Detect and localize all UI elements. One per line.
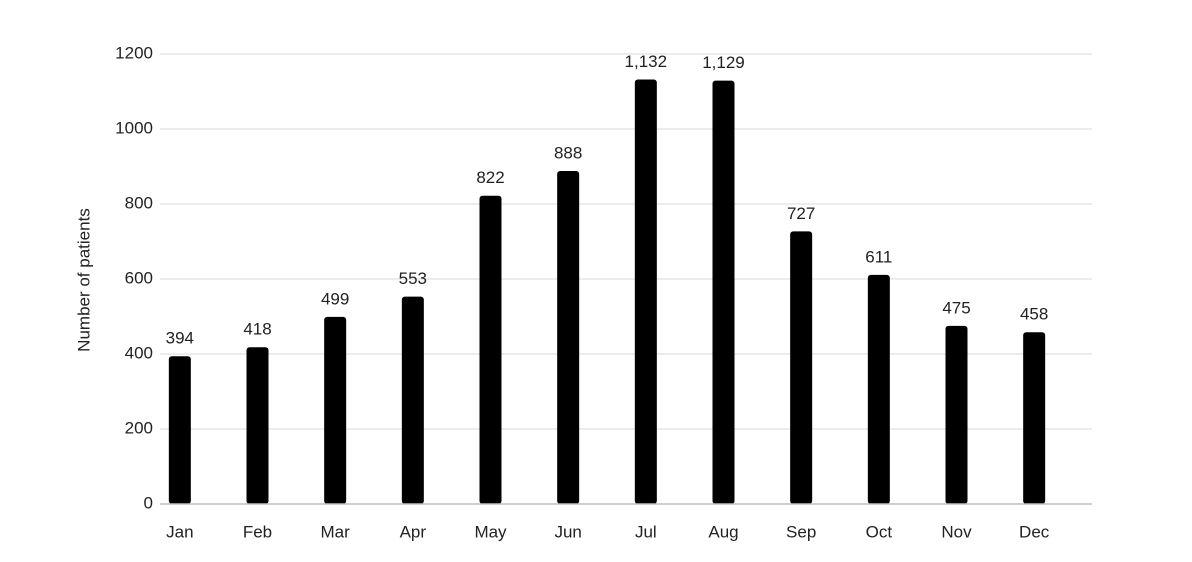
x-tick-label: Feb	[243, 522, 272, 541]
data-label: 1,132	[625, 52, 668, 71]
data-label: 1,129	[702, 53, 745, 72]
bar	[867, 274, 890, 504]
bar	[557, 171, 580, 504]
y-axis-label: Number of patients	[74, 208, 93, 352]
data-label: 822	[476, 168, 504, 187]
x-tick-label: Aug	[708, 522, 738, 541]
bar	[168, 356, 191, 504]
bar	[246, 347, 269, 504]
x-tick-label: Nov	[941, 522, 972, 541]
x-tick-label: Jul	[635, 522, 657, 541]
bar	[945, 325, 968, 504]
data-label: 418	[243, 320, 271, 339]
data-label: 499	[321, 289, 349, 308]
data-label: 394	[166, 329, 194, 348]
y-tick-label: 600	[125, 268, 153, 287]
x-tick-label: Jan	[166, 522, 193, 541]
bar	[1023, 332, 1046, 504]
x-tick-label: Mar	[321, 522, 351, 541]
data-label: 553	[399, 269, 427, 288]
x-tick-label: Oct	[866, 522, 893, 541]
bar	[790, 231, 813, 504]
y-tick-label: 0	[144, 493, 153, 512]
bar	[324, 316, 347, 504]
data-label: 888	[554, 143, 582, 162]
y-tick-label: 800	[125, 193, 153, 212]
data-label: 727	[787, 204, 815, 223]
data-label: 611	[865, 247, 892, 266]
bar	[634, 79, 657, 504]
x-tick-label: Jun	[554, 522, 581, 541]
x-tick-label: Apr	[400, 522, 427, 541]
data-label: 458	[1020, 305, 1048, 324]
x-tick-label: May	[474, 522, 507, 541]
y-tick-label: 1200	[115, 43, 153, 62]
bar	[479, 195, 502, 504]
y-tick-label: 400	[125, 343, 153, 362]
y-tick-label: 200	[125, 418, 153, 437]
x-tick-label: Sep	[786, 522, 816, 541]
x-tick-label: Dec	[1019, 522, 1050, 541]
y-tick-label: 1000	[115, 118, 153, 137]
bar	[712, 80, 735, 504]
data-label: 475	[942, 298, 970, 317]
bar	[401, 296, 424, 504]
